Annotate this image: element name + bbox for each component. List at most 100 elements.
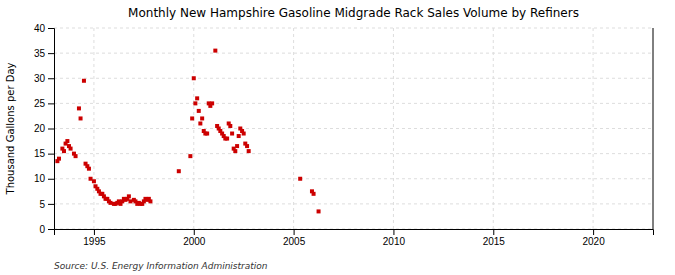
y-grid-line	[54, 53, 653, 54]
point	[188, 154, 192, 158]
x-tick-label: 2010	[383, 236, 406, 247]
y-tick-label: 25	[34, 98, 46, 109]
y-tick-label: 0	[39, 224, 45, 235]
y-tick-label: 20	[34, 123, 46, 134]
x-tick: 2000	[183, 229, 206, 247]
x-grid-line	[393, 28, 394, 229]
y-tick-label: 40	[34, 23, 46, 34]
point	[69, 147, 73, 151]
y-tick-mark	[48, 179, 54, 180]
point	[87, 167, 91, 171]
y-tick-mark	[48, 154, 54, 155]
title: Monthly New Hampshire Gasoline Midgrade …	[128, 6, 579, 20]
x-tick-mark	[393, 229, 394, 235]
y-tick-label: 5	[39, 199, 45, 210]
x-tick-mark	[593, 229, 594, 235]
source-note: Source: U.S. Energy Information Administ…	[54, 261, 268, 271]
y-tick-mark	[48, 28, 54, 29]
y-tick-mark	[48, 229, 54, 230]
point	[197, 109, 201, 113]
point	[242, 132, 246, 136]
x-tick: 2010	[383, 229, 406, 247]
x-tick-mark	[294, 229, 295, 235]
point	[77, 106, 81, 110]
point	[65, 139, 69, 143]
point	[213, 49, 217, 53]
y-tick: 0	[39, 224, 54, 235]
y-tick-label: 15	[34, 148, 46, 159]
y-grid-line	[54, 153, 653, 154]
y-tick-label: 10	[34, 173, 46, 184]
x-tick-label: 1995	[83, 236, 106, 247]
x-grid-line	[293, 28, 294, 229]
point	[198, 121, 202, 125]
x-tick: 2005	[283, 229, 306, 247]
point	[74, 154, 78, 158]
x-tick-mark	[94, 229, 95, 235]
x-tick: 1995	[83, 229, 106, 247]
point	[225, 137, 229, 141]
point	[177, 169, 181, 173]
point	[317, 209, 321, 213]
x-grid-line	[193, 28, 194, 229]
plot-frame	[653, 28, 654, 229]
x-tick-mark	[194, 229, 195, 235]
point	[62, 149, 66, 153]
y-tick: 10	[34, 173, 54, 184]
y-tick: 5	[39, 199, 54, 210]
x-tick-label: 2000	[183, 236, 206, 247]
point	[79, 116, 83, 120]
y-tick: 15	[34, 148, 54, 159]
point	[237, 134, 241, 138]
point	[148, 199, 152, 203]
y-tick: 40	[34, 23, 54, 34]
y-grid-line	[54, 28, 653, 29]
y-grid-line	[54, 103, 653, 104]
y-tick: 25	[34, 98, 54, 109]
point	[235, 144, 239, 148]
y-tick-mark	[48, 103, 54, 104]
y-grid-line	[54, 128, 653, 129]
y-axis: 0 5 10 15 20 25 30 35 40	[34, 23, 55, 235]
x-tick-mark	[493, 229, 494, 235]
point	[247, 149, 251, 153]
point	[127, 194, 131, 198]
point	[230, 132, 234, 136]
point	[205, 132, 209, 136]
y-tick: 20	[34, 123, 54, 134]
plot-area	[55, 49, 320, 214]
x-grid-line	[93, 28, 94, 229]
point	[193, 101, 197, 105]
point	[210, 101, 214, 105]
point	[82, 79, 86, 83]
point	[245, 144, 249, 148]
x-grid-line	[593, 28, 594, 229]
point	[92, 179, 96, 183]
chart: 1995 2000 2005 2010 2015 2020 0 5 10 15 20 25 30 35 40…	[0, 0, 675, 275]
x-tick: 2020	[582, 229, 605, 247]
y-grid-line	[54, 78, 653, 79]
y-tick-mark	[48, 53, 54, 54]
x-axis: 1995 2000 2005 2010 2015 2020	[55, 229, 654, 247]
x-grid-line	[493, 28, 494, 229]
y-grid-line	[54, 178, 653, 179]
point	[298, 177, 302, 181]
y-tick: 35	[34, 48, 54, 59]
x-tick-label: 2015	[483, 236, 506, 247]
grid	[54, 28, 653, 229]
y-tick-mark	[48, 129, 54, 130]
y-axis-line	[48, 29, 55, 230]
y-tick-mark	[48, 78, 54, 79]
x-axis-line	[55, 230, 654, 236]
y-tick-label: 30	[34, 73, 46, 84]
point	[57, 157, 61, 161]
y-axis-title: Thousand Gallons per Day	[5, 62, 16, 195]
point	[195, 96, 199, 100]
point	[233, 149, 237, 153]
x-tick-label: 2020	[582, 236, 605, 247]
y-tick-mark	[48, 204, 54, 205]
x-tick-label: 2005	[283, 236, 306, 247]
point	[200, 116, 204, 120]
x-tick: 2015	[483, 229, 506, 247]
point	[190, 116, 194, 120]
